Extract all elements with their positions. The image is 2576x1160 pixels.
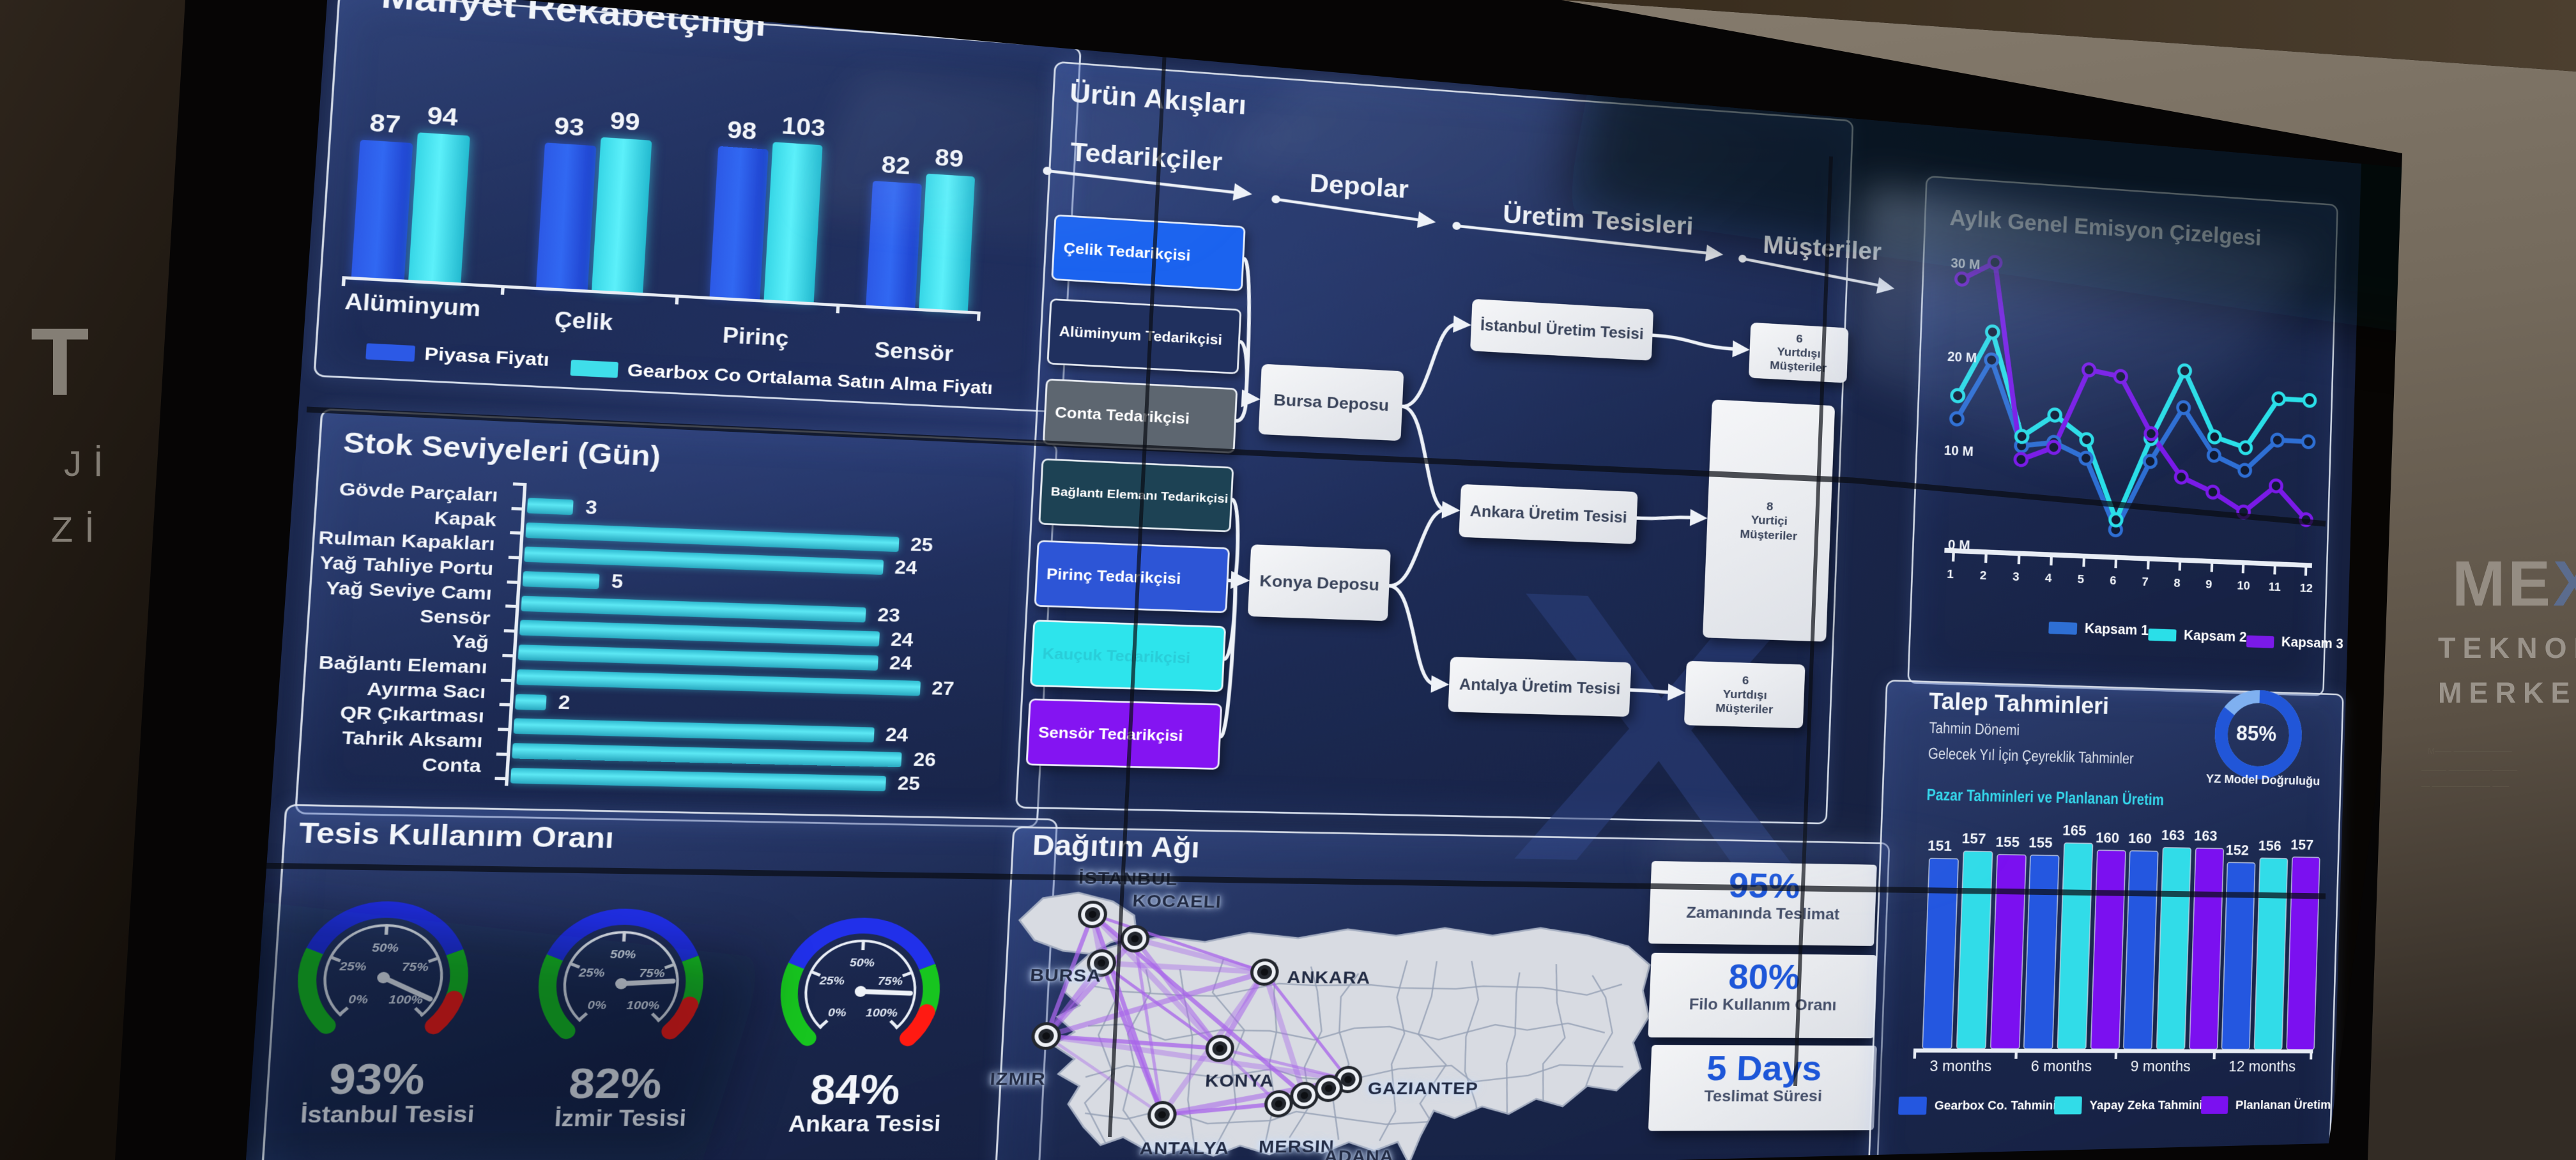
svg-text:— ——————— ——: — ——————— ——	[2421, 781, 2509, 791]
svg-text:TEKNOL: TEKNOL	[2438, 632, 2576, 664]
svg-text:MERKE: MERKE	[2438, 676, 2576, 709]
svg-text:M—— ———————: M—— ———————	[2428, 746, 2511, 756]
svg-text:——— ————— ———: ——— ————— ———	[2421, 765, 2517, 775]
svg-text:Jİ: Jİ	[64, 443, 115, 484]
svg-text:75%: 75%	[877, 975, 903, 988]
svg-text:0%: 0%	[828, 1006, 847, 1019]
svg-text:T: T	[31, 308, 89, 415]
svg-text:MEX: MEX	[2452, 548, 2576, 620]
svg-text:25%: 25%	[818, 974, 845, 988]
svg-text:Zİ: Zİ	[51, 509, 106, 549]
svg-text:100%: 100%	[866, 1007, 898, 1019]
svg-text:50%: 50%	[849, 956, 875, 970]
